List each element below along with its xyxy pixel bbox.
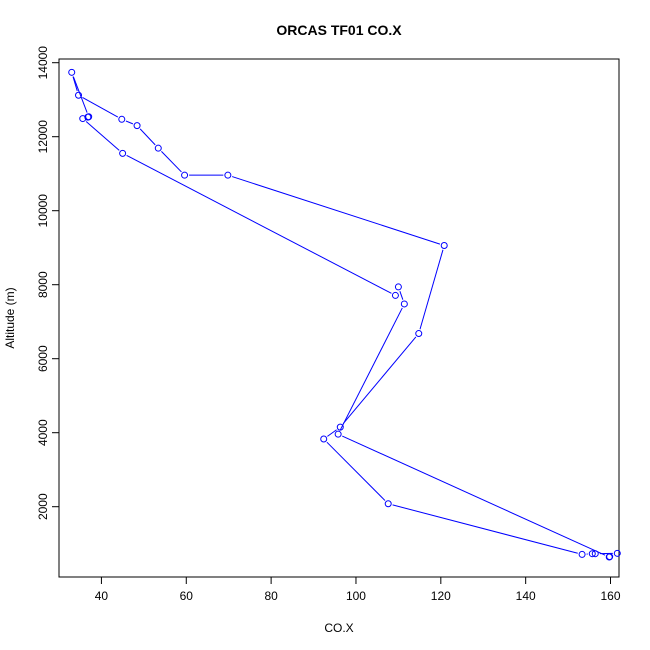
series-segment xyxy=(85,121,120,151)
x-tick-label: 100 xyxy=(346,589,366,603)
y-tick-label: 8000 xyxy=(36,271,50,298)
data-point xyxy=(588,550,596,558)
series-segment xyxy=(419,249,444,330)
data-point xyxy=(84,113,92,121)
data-point xyxy=(118,115,126,123)
data-point xyxy=(75,91,83,99)
data-point xyxy=(384,500,392,508)
chart-title: ORCAS TF01 CO.X xyxy=(276,22,402,38)
plot-area-frame xyxy=(58,58,620,578)
series-segment xyxy=(326,441,386,501)
series-segment xyxy=(342,336,417,425)
x-axis-label: CO.X xyxy=(324,621,353,635)
data-point xyxy=(79,115,87,123)
data-point xyxy=(224,171,232,179)
data-point xyxy=(613,549,621,557)
data-point xyxy=(578,550,586,558)
data-point xyxy=(119,149,127,157)
data-point xyxy=(154,144,162,152)
series-segment xyxy=(342,435,606,556)
data-point xyxy=(400,300,408,308)
data-point xyxy=(133,122,141,130)
series-segment xyxy=(231,176,441,245)
data-point xyxy=(415,330,423,338)
series-segment xyxy=(82,97,119,118)
series-segment xyxy=(161,151,182,173)
data-point xyxy=(336,423,344,431)
y-tick-label: 4000 xyxy=(36,419,50,446)
x-tick-label: 160 xyxy=(600,589,620,603)
data-point xyxy=(334,430,342,438)
series-segment xyxy=(339,307,403,431)
series-segment xyxy=(125,120,134,125)
y-axis: 2000 4000 6000 8000 10000 12000 14000 xyxy=(36,46,60,520)
y-tick-label: 2000 xyxy=(36,493,50,520)
y-tick-label: 14000 xyxy=(36,46,50,80)
y-tick-label: 10000 xyxy=(36,194,50,228)
data-point xyxy=(591,550,599,558)
x-tick-label: 40 xyxy=(95,589,109,603)
data-point xyxy=(68,68,76,76)
data-point xyxy=(181,171,189,179)
series-line xyxy=(72,76,613,556)
data-point xyxy=(320,435,328,443)
x-tick-label: 80 xyxy=(264,589,278,603)
y-tick-label: 12000 xyxy=(36,120,50,154)
series-segment xyxy=(399,291,404,300)
series-segment xyxy=(327,429,337,437)
series-segment xyxy=(72,76,78,92)
x-tick-label: 60 xyxy=(180,589,194,603)
data-point xyxy=(440,241,448,249)
series-points xyxy=(68,68,621,561)
y-axis-label: Altitude (m) xyxy=(3,287,17,348)
y-tick-label: 6000 xyxy=(36,345,50,372)
series-segment xyxy=(126,154,392,294)
data-point xyxy=(605,553,613,561)
x-tick-label: 120 xyxy=(431,589,451,603)
data-point xyxy=(391,291,399,299)
series-segment xyxy=(392,504,578,554)
x-tick-label: 140 xyxy=(516,589,536,603)
data-point xyxy=(394,283,402,291)
series-segment xyxy=(72,76,88,113)
series-segment xyxy=(139,128,156,146)
x-axis: 40 60 80 100 120 140 160 xyxy=(95,576,621,603)
